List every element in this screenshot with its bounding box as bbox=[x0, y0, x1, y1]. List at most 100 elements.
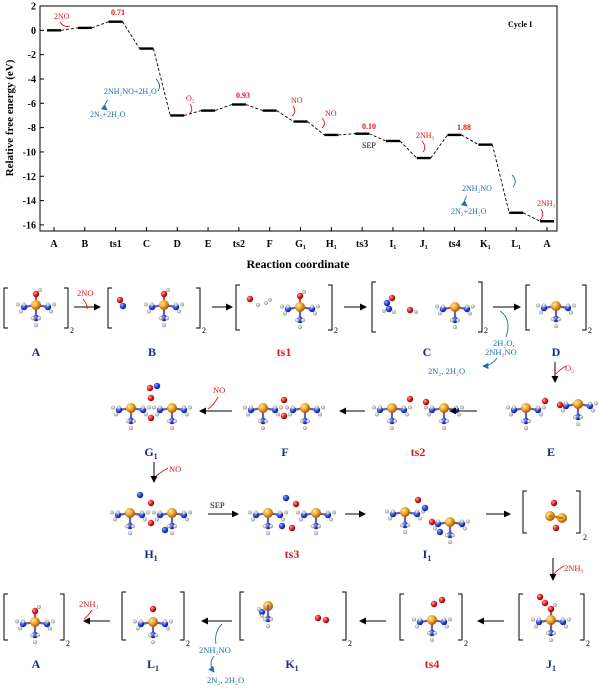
hydrogen-atom bbox=[427, 412, 432, 417]
hydrogen-atom bbox=[181, 405, 186, 410]
hydrogen-atom bbox=[260, 614, 265, 619]
sep-label: SEP bbox=[362, 141, 376, 150]
hydrogen-atom bbox=[536, 303, 541, 308]
blue-arrow-1 bbox=[155, 78, 161, 92]
hydrogen-atom bbox=[125, 419, 130, 424]
fe-atom bbox=[311, 508, 321, 518]
reaction-scheme: 2 2 2 2 2 2 2 bbox=[3, 281, 599, 685]
reagent-no-f-arrow bbox=[291, 105, 296, 117]
x-tick-label: ts1 bbox=[110, 239, 122, 250]
hydrogen-atom bbox=[164, 316, 169, 321]
hydrogen-atom bbox=[296, 510, 301, 515]
hydrogen-atom bbox=[315, 405, 320, 410]
hydrogen-atom bbox=[524, 426, 529, 431]
label-E: E bbox=[547, 445, 555, 459]
fe-atom bbox=[263, 508, 273, 518]
hydrogen-atom bbox=[382, 309, 387, 314]
scheme-reagent-no-f-arrow bbox=[207, 396, 219, 410]
y-tick-label: -10 bbox=[23, 147, 36, 158]
hydrogen-atom bbox=[414, 310, 419, 315]
complex-ts1: 2 bbox=[235, 284, 338, 335]
hydrogen-atom bbox=[266, 531, 271, 536]
oxygen-atom bbox=[536, 593, 544, 601]
hydrogen-atom bbox=[165, 626, 170, 631]
y-tick-label: -2 bbox=[28, 50, 36, 61]
fe-atom bbox=[125, 508, 135, 518]
hydrogen-atom bbox=[436, 519, 441, 524]
hydrogen-atom bbox=[400, 523, 405, 528]
hydrogen-atom bbox=[34, 323, 39, 328]
scheme-kl-in-arrow bbox=[215, 623, 223, 645]
hydrogen-atom bbox=[298, 325, 303, 330]
label-G1: G1 bbox=[144, 445, 157, 461]
nitrogen-atom bbox=[421, 504, 429, 512]
fe-atom bbox=[167, 508, 177, 518]
profile-connector bbox=[214, 104, 233, 112]
hydrogen-atom bbox=[291, 405, 296, 410]
hydrogen-atom bbox=[460, 519, 465, 524]
fe-atom bbox=[148, 617, 158, 627]
hydrogen-atom bbox=[451, 533, 456, 538]
hydrogen-atom bbox=[172, 524, 177, 529]
label-ts4: ts4 bbox=[425, 657, 440, 671]
oxygen-atom bbox=[246, 295, 254, 303]
fe-atom bbox=[450, 302, 460, 312]
hydrogen-atom bbox=[463, 526, 468, 531]
hydrogen-atom bbox=[264, 419, 269, 424]
complex-K1: 2 bbox=[239, 591, 352, 648]
hydrogen-atom bbox=[285, 405, 290, 410]
hydrogen-atom bbox=[549, 638, 554, 643]
hydrogen-atom bbox=[184, 517, 189, 522]
hydrogen-atom bbox=[143, 412, 148, 417]
oxygen-atom bbox=[422, 398, 430, 406]
label-K1: K1 bbox=[285, 657, 298, 673]
hydrogen-atom bbox=[16, 302, 21, 307]
oxygen-atom bbox=[541, 599, 549, 607]
hydrogen-atom bbox=[402, 405, 407, 410]
fe-atom bbox=[167, 403, 177, 413]
hydrogen-atom bbox=[561, 617, 566, 622]
profile-connector bbox=[276, 110, 294, 122]
hydrogen-atom bbox=[564, 401, 569, 406]
hydrogen-atom bbox=[554, 324, 559, 329]
hydrogen-atom bbox=[430, 405, 435, 410]
hydrogen-atom bbox=[276, 412, 281, 417]
hydrogen-atom bbox=[146, 309, 151, 314]
reagent-no-g-arrow bbox=[321, 117, 325, 129]
nitrogen-atom bbox=[383, 299, 391, 307]
profile-connector bbox=[91, 21, 109, 29]
hydrogen-atom bbox=[415, 509, 420, 514]
fe-atom bbox=[295, 302, 305, 312]
x-tick-label: C bbox=[143, 239, 150, 250]
hydrogen-atom bbox=[157, 405, 162, 410]
scheme-reagent-2nh3-j: 2NH₃ bbox=[564, 563, 584, 573]
reagent-no-g: NO bbox=[325, 109, 337, 118]
nitrogen-atom bbox=[278, 522, 286, 530]
hydrogen-atom bbox=[302, 290, 307, 295]
profile-connector bbox=[491, 144, 510, 213]
hydrogen-atom bbox=[594, 401, 599, 406]
hydrogen-atom bbox=[176, 309, 181, 314]
hydrogen-atom bbox=[250, 517, 255, 522]
hydrogen-atom bbox=[21, 619, 26, 624]
hydrogen-atom bbox=[329, 517, 334, 522]
hydrogen-atom bbox=[283, 311, 288, 316]
hydrogen-atom bbox=[184, 412, 189, 417]
scheme-sep: SEP bbox=[210, 500, 225, 510]
label-L1: L1 bbox=[147, 657, 159, 673]
y-tick-label: -16 bbox=[23, 220, 36, 231]
hydrogen-atom bbox=[573, 415, 578, 420]
hydrogen-atom bbox=[131, 419, 136, 424]
hydrogen-atom bbox=[317, 524, 322, 529]
profile-connector bbox=[461, 134, 479, 146]
hydrogen-atom bbox=[512, 405, 517, 410]
oxygen-atom bbox=[280, 396, 288, 404]
hydrogen-atom bbox=[551, 317, 556, 322]
label-H1: H1 bbox=[144, 547, 157, 563]
hydrogen-atom bbox=[261, 426, 266, 431]
hydrogen-atom bbox=[257, 607, 262, 612]
blue-label-2: 2N₂+2H₂O bbox=[90, 110, 126, 119]
fe-atom bbox=[300, 403, 310, 413]
reagent-no-f: NO bbox=[291, 96, 303, 105]
